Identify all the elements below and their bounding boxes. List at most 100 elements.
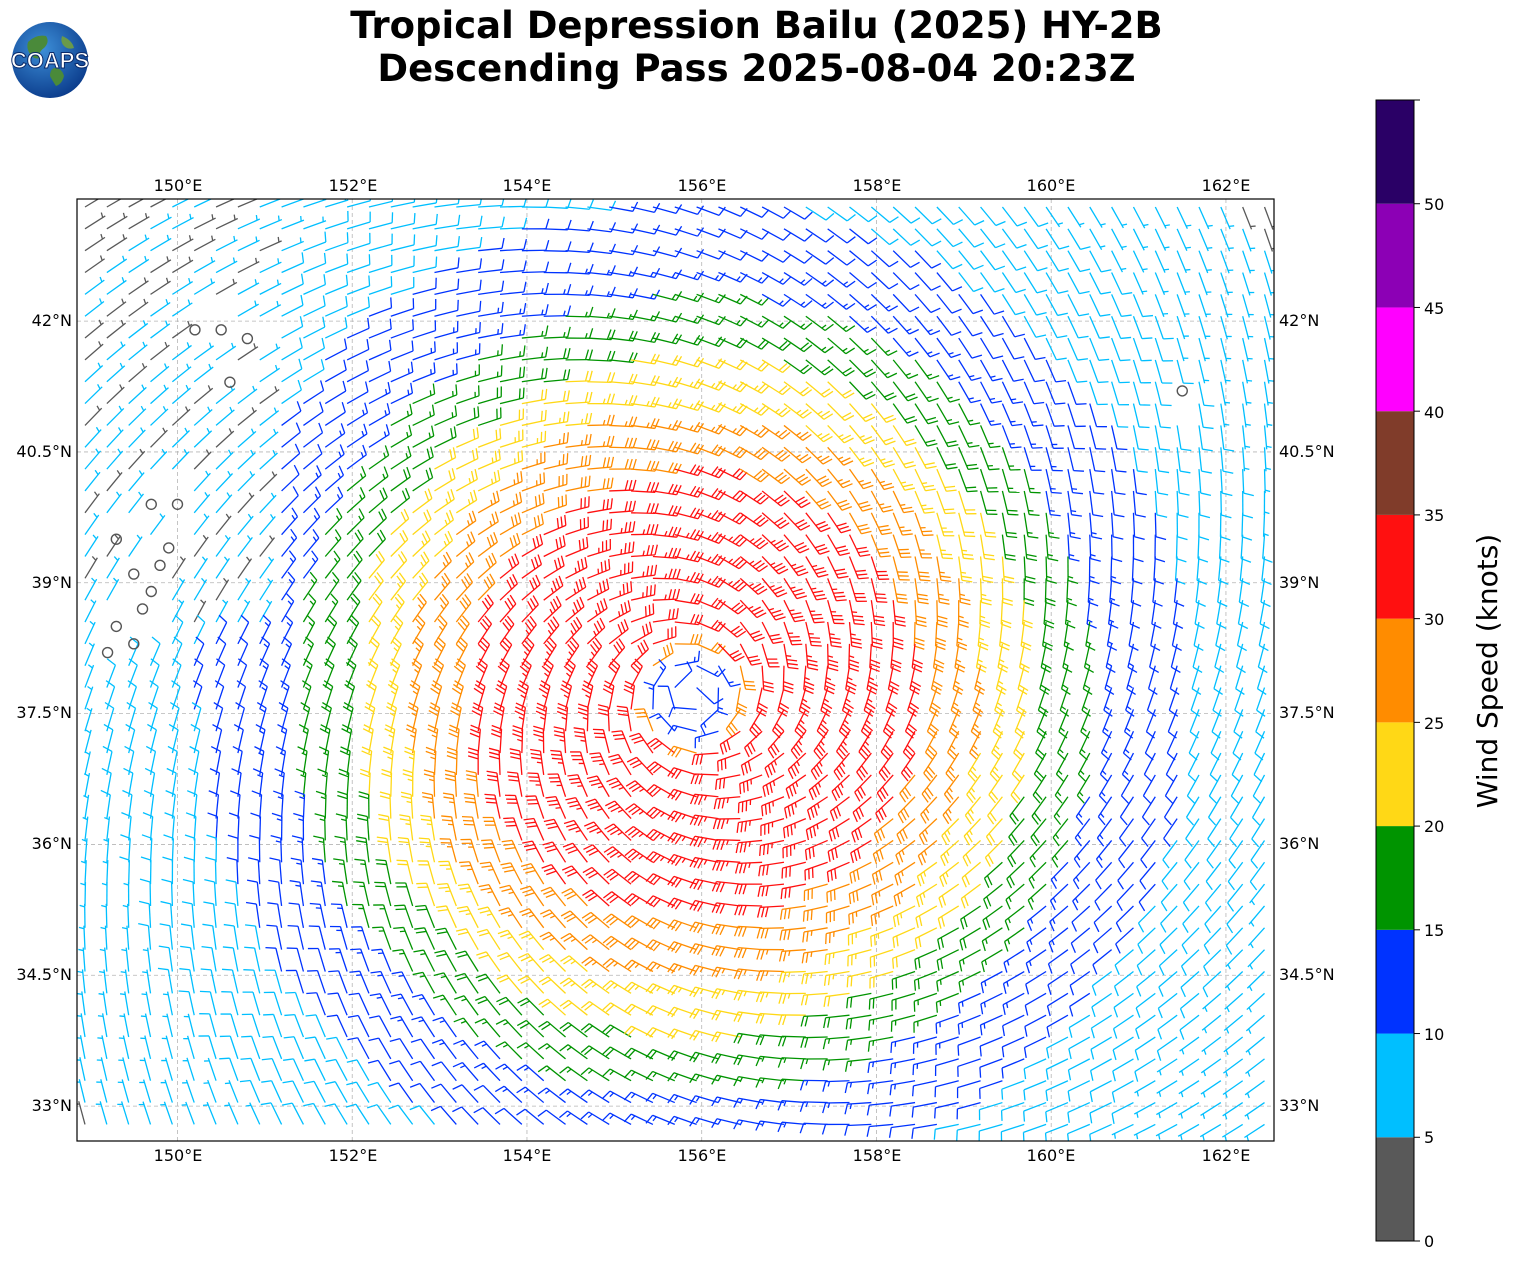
wind-barb-feather — [1119, 359, 1131, 362]
wind-barb-feather — [632, 266, 639, 277]
wind-barb-feather — [967, 490, 978, 493]
wind-barb-half-feather — [1120, 267, 1127, 271]
wind-barb-staff — [1067, 250, 1081, 272]
wind-barb-half-feather — [606, 269, 610, 275]
wind-barb — [390, 234, 416, 252]
wind-barb-half-feather — [1048, 531, 1054, 535]
wind-barb-half-feather — [671, 316, 676, 322]
wind-barb-staff — [259, 261, 282, 274]
wind-barb-staff — [783, 206, 805, 220]
wind-barb — [325, 210, 349, 230]
wind-barb-half-feather — [811, 587, 817, 590]
wind-barb-staff — [237, 282, 260, 295]
wind-barb — [172, 277, 194, 295]
wind-barb-feather — [825, 257, 835, 265]
wind-barb — [1242, 228, 1256, 252]
wind-barb-feather — [523, 199, 527, 207]
wind-barb-staff — [1045, 228, 1060, 250]
wind-barb-feather — [457, 199, 460, 204]
wind-barb-staff — [1220, 206, 1231, 230]
wind-barb-staff — [237, 261, 260, 274]
wind-barb — [499, 238, 528, 252]
wind-barb-feather — [1032, 424, 1044, 427]
wind-barb-staff — [609, 206, 633, 212]
wind-barb-staff — [1045, 272, 1059, 294]
wind-barb-half-feather — [821, 324, 827, 329]
wind-barb-staff — [303, 262, 326, 274]
wind-barb-feather — [323, 274, 326, 285]
wind-barb — [827, 250, 856, 266]
wind-barb-feather — [697, 292, 705, 302]
wind-barb-staff — [674, 206, 698, 216]
wind-barb-staff — [1001, 228, 1018, 249]
wind-barb-feather — [654, 267, 661, 278]
wind-barb-staff — [805, 250, 827, 265]
wind-barb-staff — [1154, 206, 1167, 229]
wind-barb — [870, 206, 899, 223]
wind-barb — [805, 250, 835, 265]
wind-barb-half-feather — [620, 527, 623, 534]
wind-barb — [1023, 272, 1048, 294]
wind-barb — [150, 299, 171, 317]
wind-barb-feather — [457, 236, 460, 247]
wind-barb — [980, 206, 1006, 227]
wind-barb-feather — [995, 220, 1006, 227]
wind-barb — [303, 252, 327, 274]
wind-barb — [870, 228, 899, 246]
wind-barb-staff — [499, 227, 525, 230]
map-panel — [76, 191, 1275, 1142]
wind-barb-feather — [910, 261, 920, 269]
wind-barb-staff — [1176, 294, 1186, 318]
wind-barb-half-feather — [124, 191, 125, 196]
wind-barb — [106, 191, 125, 208]
wind-barb-feather — [846, 236, 856, 244]
wind-barb — [1001, 250, 1027, 271]
wind-barb-staff — [805, 228, 827, 243]
wind-barb-staff — [150, 199, 168, 208]
wind-barb-staff — [1154, 228, 1167, 251]
wind-barb-staff — [1220, 272, 1230, 296]
title-line-2: Descending Pass 2025-08-04 20:23Z — [377, 47, 1136, 90]
wind-barb-half-feather — [146, 192, 147, 197]
wind-barb-feather — [1121, 292, 1133, 295]
wind-barb-feather — [588, 475, 591, 487]
wind-barb-staff — [128, 280, 149, 295]
wind-barb-staff — [630, 206, 655, 213]
wind-barb — [936, 293, 962, 314]
wind-barb-staff — [1242, 272, 1251, 296]
wind-barb-staff — [390, 222, 415, 230]
wind-barb-staff — [980, 250, 996, 271]
wind-barb — [412, 235, 438, 252]
wind-barb-staff — [609, 250, 634, 256]
wind-barb — [84, 298, 105, 317]
wind-barb-staff — [259, 240, 282, 252]
wind-barb-half-feather — [1207, 247, 1213, 249]
wind-barb — [609, 266, 639, 277]
wind-barb-feather — [435, 199, 438, 204]
wind-barb — [1220, 228, 1234, 252]
wind-barb-half-feather — [821, 302, 827, 307]
wind-barb-staff — [870, 250, 890, 268]
wind-barb-feather — [804, 233, 813, 242]
wind-barb-feather — [1141, 337, 1153, 340]
wind-barb-feather — [1036, 289, 1048, 294]
wind-barb-half-feather — [1071, 488, 1078, 490]
wind-barb — [587, 243, 616, 255]
wind-barb-staff — [412, 223, 437, 230]
wind-barb-staff — [346, 221, 371, 230]
wind-barb-feather — [457, 278, 460, 290]
wind-barb-half-feather — [842, 325, 848, 330]
wind-barb-staff — [172, 302, 193, 317]
wind-barb-staff — [259, 218, 283, 230]
wind-barb-half-feather — [144, 234, 148, 240]
wind-barb-feather — [993, 310, 1005, 315]
wind-barb-half-feather — [800, 323, 806, 328]
wind-barb — [1154, 228, 1170, 251]
wind-barb-staff — [172, 216, 194, 230]
wind-barb — [106, 234, 128, 252]
wind-barb-half-feather — [789, 609, 795, 612]
globe-logo-icon: COAPS — [10, 22, 90, 98]
wind-barb-feather — [646, 586, 649, 597]
wind-barb — [1089, 272, 1112, 295]
